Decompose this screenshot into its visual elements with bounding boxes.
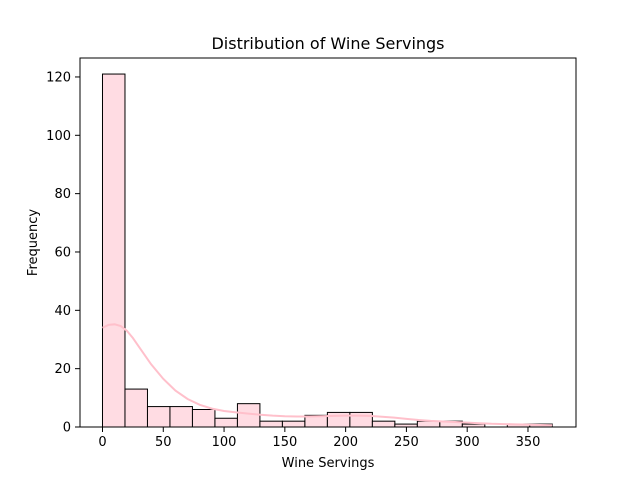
histogram-bar <box>124 388 148 428</box>
x-tick-label: 350 <box>516 435 541 450</box>
y-tick-label: 40 <box>54 304 71 319</box>
kde-curve <box>102 323 553 427</box>
x-tick-label: 0 <box>98 435 106 450</box>
chart-title: Distribution of Wine Servings <box>211 34 444 53</box>
y-tick-label: 20 <box>54 362 71 377</box>
histogram-bar <box>371 420 396 428</box>
y-axis-label: Frequency <box>26 209 41 276</box>
histogram-bar <box>281 420 306 428</box>
y-tick-label: 120 <box>46 70 71 85</box>
y-tick-label: 100 <box>46 129 71 144</box>
histogram-bar <box>259 420 283 428</box>
x-tick-label: 100 <box>212 435 237 450</box>
y-tick-label: 80 <box>54 187 71 202</box>
histogram-bars <box>101 73 553 428</box>
y-tick-label: 0 <box>63 421 71 436</box>
x-tick-label: 50 <box>155 435 172 450</box>
y-tick-label: 60 <box>54 245 71 260</box>
histogram-bar <box>349 411 373 428</box>
x-tick-label: 150 <box>272 435 297 450</box>
histogram-bar <box>191 408 216 428</box>
y-axis-ticks: 0 20 40 60 80 100 120 <box>46 70 80 436</box>
x-tick-label: 200 <box>333 435 358 450</box>
histogram-bar <box>326 411 351 428</box>
histogram-bar <box>101 73 126 428</box>
x-axis-label: Wine Servings <box>282 456 375 471</box>
histogram-bar <box>214 417 238 428</box>
plot-frame <box>79 57 577 428</box>
histogram-bar <box>146 406 171 428</box>
x-tick-label: 250 <box>394 435 419 450</box>
histogram-bar <box>169 406 193 428</box>
x-tick-label: 300 <box>455 435 480 450</box>
x-axis-ticks: 0 50 100 150 200 250 300 350 <box>98 427 540 450</box>
